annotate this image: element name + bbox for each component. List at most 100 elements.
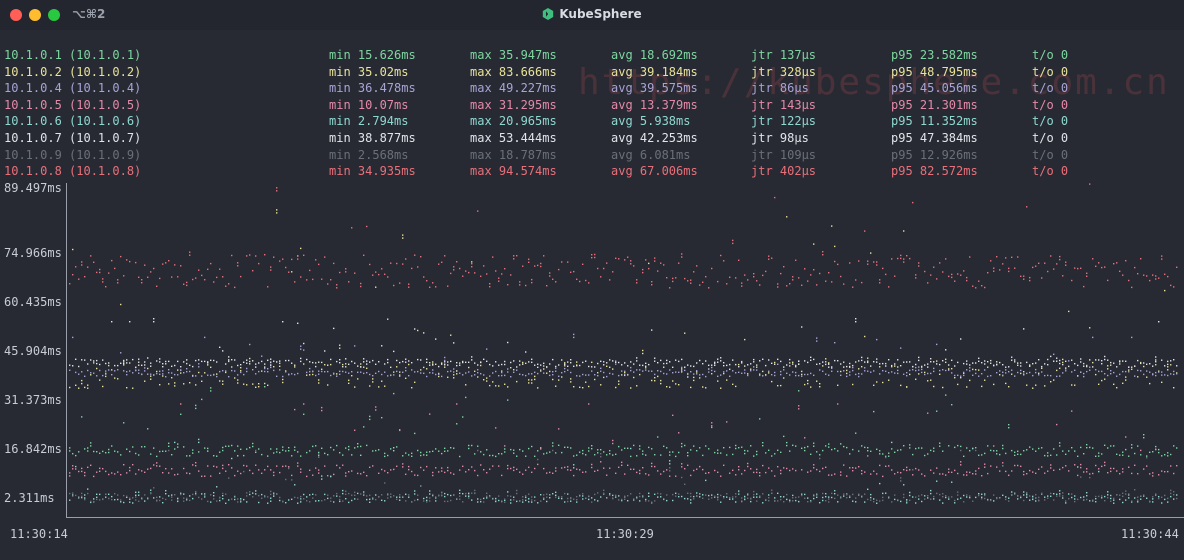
trace-point [510, 361, 512, 364]
trace-point [657, 270, 659, 272]
trace-point [198, 371, 200, 374]
trace-point [429, 493, 431, 495]
trace-point [351, 470, 353, 472]
trace-point [1095, 495, 1097, 498]
trace-point [630, 387, 632, 389]
trace-point [498, 277, 500, 279]
trace-point [813, 358, 815, 361]
trace-point [843, 493, 845, 495]
trace-point [141, 279, 143, 281]
trace-point [171, 468, 173, 470]
trace-point [999, 269, 1001, 271]
trace-point [699, 359, 701, 362]
trace-point [567, 369, 569, 371]
trace-point [1005, 366, 1007, 368]
trace-point [99, 467, 101, 469]
stat-jtr: jtr 109µs [751, 147, 817, 162]
trace-point [423, 500, 425, 502]
trace-point [978, 280, 980, 282]
trace-point [1107, 447, 1109, 449]
trace-point [813, 494, 815, 496]
trace-point [861, 356, 863, 359]
trace-point [1110, 497, 1112, 500]
trace-point [372, 498, 374, 500]
trace-point [921, 368, 923, 371]
trace-point [1131, 447, 1133, 449]
trace-point [246, 362, 248, 364]
trace-point [555, 467, 557, 469]
trace-point [108, 497, 110, 500]
trace-point [225, 370, 227, 372]
trace-point [1164, 454, 1166, 456]
trace-point [375, 363, 377, 365]
trace-point [966, 363, 968, 365]
trace-point [1104, 500, 1106, 502]
trace-point [246, 384, 248, 386]
trace-point [1020, 453, 1022, 456]
trace-point [414, 328, 416, 330]
trace-point [1173, 370, 1175, 373]
trace-point [237, 445, 239, 447]
trace-point [804, 437, 806, 439]
trace-point [840, 497, 842, 499]
trace-point [516, 500, 518, 503]
trace-point [732, 370, 734, 372]
trace-point [942, 496, 944, 498]
trace-point [246, 465, 248, 467]
trace-point [948, 369, 950, 371]
trace-point [1125, 370, 1127, 373]
trace-point [966, 360, 968, 362]
trace-point [1086, 495, 1088, 497]
trace-point [924, 498, 926, 500]
trace-point [339, 370, 341, 372]
trace-point [210, 494, 212, 496]
zoom-window-button[interactable] [48, 9, 60, 21]
trace-point [1062, 450, 1064, 452]
trace-point [351, 360, 353, 363]
minimize-window-button[interactable] [29, 9, 41, 21]
trace-point [753, 455, 755, 457]
trace-point [234, 498, 236, 501]
trace-point [699, 374, 701, 376]
stat-max: max 31.295ms [470, 97, 557, 112]
trace-point [1068, 498, 1070, 500]
trace-point [93, 500, 95, 503]
trace-point [330, 475, 332, 478]
trace-point [264, 496, 266, 498]
trace-point [723, 371, 725, 373]
trace-point [1113, 467, 1115, 470]
trace-point [513, 449, 515, 451]
trace-point [624, 473, 626, 475]
trace-point [576, 365, 578, 367]
trace-point [1068, 470, 1070, 472]
trace-point [171, 454, 173, 456]
trace-point [420, 372, 422, 374]
trace-point [681, 495, 683, 498]
close-window-button[interactable] [10, 9, 22, 21]
trace-point [774, 363, 776, 365]
trace-point [111, 321, 113, 323]
trace-point [723, 365, 725, 367]
trace-point [672, 451, 674, 453]
trace-point [612, 497, 614, 500]
series-trace [69, 449, 1178, 503]
trace-point [510, 376, 512, 378]
trace-point [690, 371, 692, 373]
trace-point [1074, 267, 1076, 269]
trace-point [642, 450, 644, 452]
trace-point [444, 366, 446, 368]
trace-point [393, 468, 395, 471]
trace-point [558, 268, 560, 271]
trace-point [639, 500, 641, 502]
trace-point [555, 470, 557, 472]
trace-point [594, 253, 596, 256]
trace-point [768, 372, 770, 374]
trace-point [912, 369, 914, 371]
trace-point [1029, 279, 1031, 282]
trace-point [750, 497, 752, 500]
trace-point [267, 496, 269, 498]
trace-point [1026, 206, 1028, 208]
trace-point [351, 371, 353, 373]
trace-point [708, 287, 710, 289]
trace-point [861, 373, 863, 375]
